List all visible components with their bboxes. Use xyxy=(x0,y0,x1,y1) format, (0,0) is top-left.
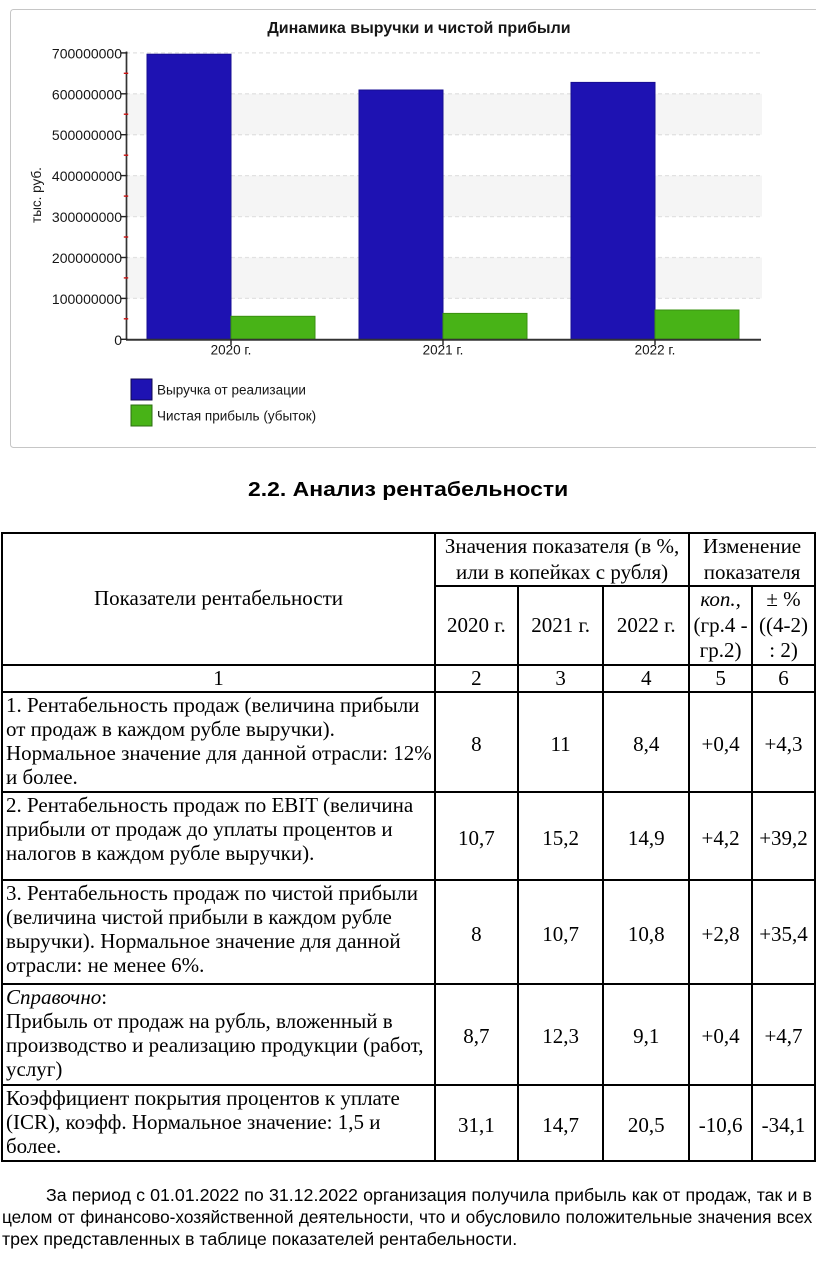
svg-text:400000000: 400000000 xyxy=(52,168,122,184)
svg-text:Чистая прибыль (убыток): Чистая прибыль (убыток) xyxy=(157,409,316,424)
svg-text:2020 г.: 2020 г. xyxy=(211,343,252,358)
svg-text:500000000: 500000000 xyxy=(52,127,122,143)
svg-text:Выручка от реализации: Выручка от реализации xyxy=(157,383,306,398)
svg-text:200000000: 200000000 xyxy=(52,250,122,266)
svg-text:600000000: 600000000 xyxy=(52,86,122,102)
svg-text:700000000: 700000000 xyxy=(52,45,122,61)
svg-text:2022 г.: 2022 г. xyxy=(635,343,676,358)
svg-text:2021 г.: 2021 г. xyxy=(423,343,464,358)
svg-text:Динамика выручки и чистой приб: Динамика выручки и чистой прибыли xyxy=(267,20,570,37)
svg-text:тыс. руб.: тыс. руб. xyxy=(29,167,44,223)
svg-text:300000000: 300000000 xyxy=(52,209,122,225)
svg-text:100000000: 100000000 xyxy=(52,291,122,307)
svg-text:0: 0 xyxy=(114,332,122,348)
